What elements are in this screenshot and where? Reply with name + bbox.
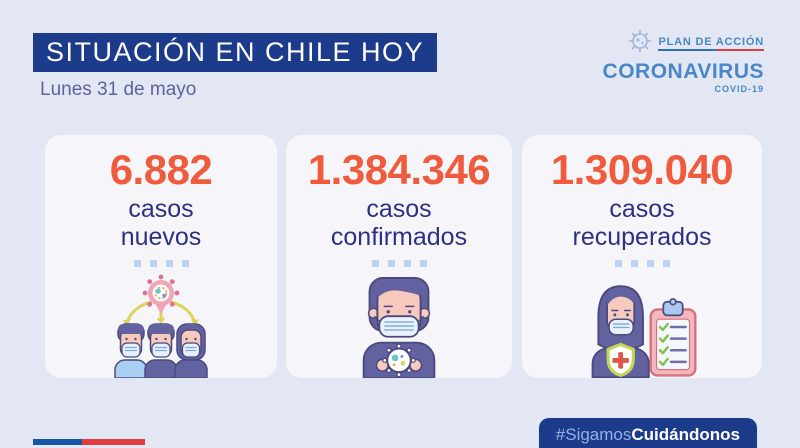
stat-card-new-cases: 6.882 casos nuevos xyxy=(45,135,277,378)
flag-red-segment xyxy=(82,439,145,445)
dots-separator xyxy=(614,260,670,267)
stat-card-confirmed-cases: 1.384.346 casos confirmados xyxy=(286,135,512,378)
logo-covid-label: COVID-19 xyxy=(714,84,764,94)
virus-icon xyxy=(627,28,653,59)
logo-flag-underline xyxy=(658,49,764,51)
contagion-icon xyxy=(100,274,222,378)
recovered-cases-value: 1.309.040 xyxy=(550,146,734,193)
flag-blue-segment xyxy=(33,439,82,445)
stat-card-recovered-cases: 1.309.040 casos recuperados xyxy=(522,135,762,378)
logo-plan-label: PLAN DE ACCIÓN xyxy=(658,36,764,48)
logo-brand-label: CORONAVIRUS xyxy=(602,60,764,83)
new-cases-value: 6.882 xyxy=(109,146,213,193)
confirmed-cases-label: casos confirmados xyxy=(330,195,468,251)
date-subtitle: Lunes 31 de mayo xyxy=(40,79,197,100)
confirmed-cases-value: 1.384.346 xyxy=(307,146,491,193)
recovered-cases-label: casos recuperados xyxy=(572,195,712,251)
dots-separator xyxy=(371,260,427,267)
nurse-checklist-icon xyxy=(579,274,705,378)
page-title: SITUACIÓN EN CHILE HOY xyxy=(33,33,438,72)
dots-separator xyxy=(133,260,189,267)
hashtag-bold-text: Cuidándonos xyxy=(631,425,740,444)
coronavirus-plan-logo: PLAN DE ACCIÓN CORONAVIRUS COVID-19 xyxy=(603,28,764,94)
new-cases-label: casos nuevos xyxy=(120,195,202,251)
hashtag-badge: #SigamosCuidándonos xyxy=(538,418,757,448)
masked-person-virus-icon xyxy=(340,274,458,378)
hashtag-light-text: #Sigamos xyxy=(555,425,632,444)
gobierno-flag-bar xyxy=(33,439,145,445)
